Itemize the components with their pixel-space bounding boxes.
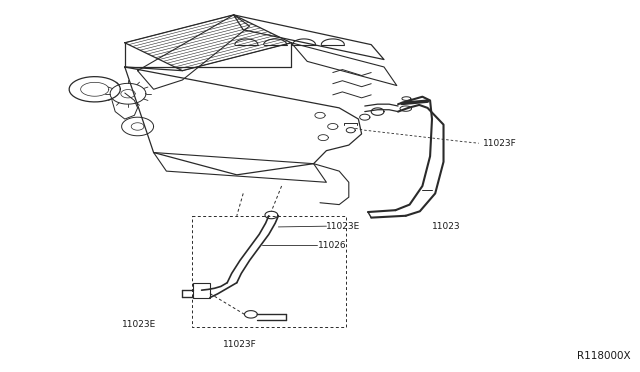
Text: 11023E: 11023E (326, 222, 361, 231)
Text: 11023: 11023 (432, 222, 461, 231)
Text: 11023F: 11023F (223, 340, 257, 349)
Text: 11026: 11026 (318, 241, 347, 250)
Text: 11023F: 11023F (483, 139, 517, 148)
Text: 11023E: 11023E (122, 320, 157, 329)
Text: R118000X: R118000X (577, 351, 630, 361)
